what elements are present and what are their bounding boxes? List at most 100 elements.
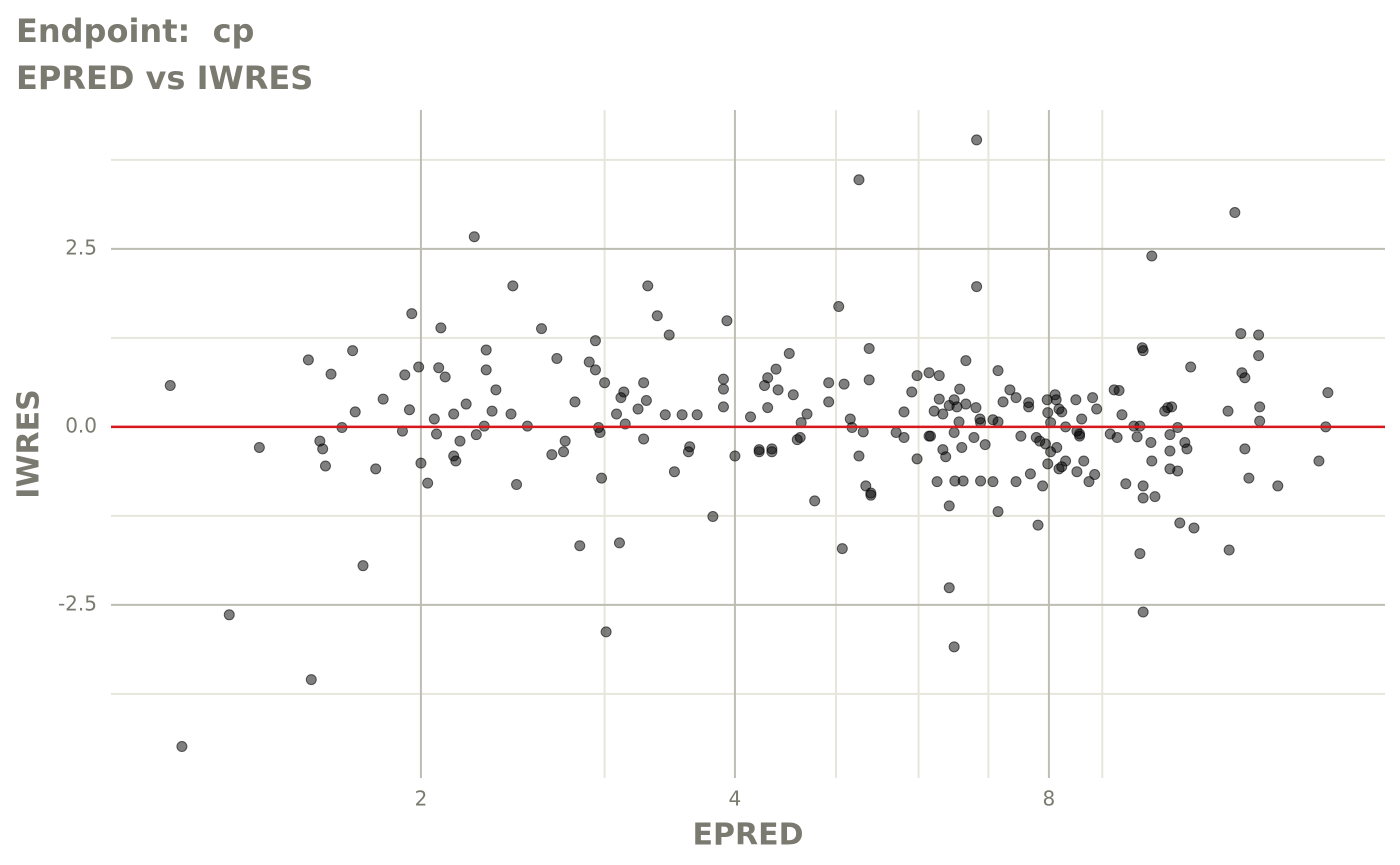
point xyxy=(1087,392,1099,404)
point xyxy=(1222,405,1234,417)
point xyxy=(1229,207,1241,219)
point xyxy=(164,380,176,392)
point xyxy=(1113,385,1125,397)
point xyxy=(1071,466,1083,478)
point xyxy=(1149,491,1161,503)
point xyxy=(987,476,999,488)
point xyxy=(370,463,382,475)
point xyxy=(1042,458,1054,470)
point xyxy=(1239,443,1251,455)
point xyxy=(1253,350,1265,362)
point xyxy=(898,406,910,418)
point xyxy=(948,427,960,439)
point xyxy=(505,408,517,420)
point xyxy=(940,451,952,463)
point xyxy=(536,323,548,335)
point xyxy=(431,428,443,440)
x-tick-label: 4 xyxy=(729,787,742,811)
point xyxy=(1134,548,1146,560)
point xyxy=(953,416,965,428)
point xyxy=(717,401,729,413)
point xyxy=(1223,544,1235,556)
point xyxy=(1023,401,1035,413)
y-tick-label: 2.5 xyxy=(65,235,97,259)
point xyxy=(1089,469,1101,481)
point xyxy=(823,377,835,389)
point xyxy=(413,361,425,373)
point xyxy=(1042,407,1054,419)
point xyxy=(762,372,774,384)
point xyxy=(589,335,601,347)
point xyxy=(762,402,774,414)
point xyxy=(970,402,982,414)
y-axis-label: IWRES xyxy=(12,389,47,498)
point xyxy=(448,408,460,420)
point xyxy=(933,393,945,405)
x-axis-label: EPRED xyxy=(693,818,804,853)
point xyxy=(979,439,991,451)
point xyxy=(559,435,571,447)
point xyxy=(971,134,983,146)
point xyxy=(325,368,337,380)
point xyxy=(450,455,462,467)
point xyxy=(638,377,650,389)
point xyxy=(783,348,795,360)
point xyxy=(992,416,1004,428)
point xyxy=(642,280,654,292)
point xyxy=(558,446,570,458)
point xyxy=(943,582,955,594)
chart-title: Endpoint: cp xyxy=(16,12,254,50)
point xyxy=(651,310,663,322)
point xyxy=(721,315,733,327)
point xyxy=(422,477,434,489)
point xyxy=(933,370,945,382)
point xyxy=(511,479,523,491)
point xyxy=(968,432,980,444)
point xyxy=(659,409,671,421)
point xyxy=(1120,478,1132,490)
point xyxy=(931,476,943,488)
point xyxy=(1313,455,1325,467)
point xyxy=(1078,455,1090,467)
point xyxy=(1181,443,1193,455)
point xyxy=(691,409,703,421)
point xyxy=(1145,437,1157,448)
point xyxy=(997,396,1009,408)
point xyxy=(403,404,415,416)
point xyxy=(1074,430,1086,442)
point xyxy=(923,367,935,379)
point xyxy=(613,537,625,549)
point xyxy=(551,352,563,364)
point xyxy=(1272,480,1284,492)
point xyxy=(857,426,869,438)
point xyxy=(809,495,821,507)
point xyxy=(865,487,877,499)
point xyxy=(415,457,427,469)
point xyxy=(1164,445,1176,457)
point xyxy=(925,430,937,442)
point xyxy=(1091,403,1103,415)
point xyxy=(943,500,955,512)
x-tick-label: 2 xyxy=(415,787,428,811)
x-tick-label: 8 xyxy=(1043,787,1056,811)
point xyxy=(1083,476,1095,488)
point xyxy=(319,460,331,472)
point xyxy=(1037,480,1049,492)
point xyxy=(470,429,482,441)
point xyxy=(490,384,502,396)
point xyxy=(906,386,918,398)
point xyxy=(717,373,729,385)
point xyxy=(1235,328,1247,340)
point xyxy=(1253,329,1265,341)
point xyxy=(468,231,480,243)
point xyxy=(684,441,696,453)
point xyxy=(717,383,729,395)
point xyxy=(1050,394,1062,406)
point xyxy=(668,466,680,478)
point xyxy=(1060,455,1072,467)
point xyxy=(729,450,741,462)
point xyxy=(853,450,865,462)
point xyxy=(992,506,1004,518)
point xyxy=(948,641,960,653)
